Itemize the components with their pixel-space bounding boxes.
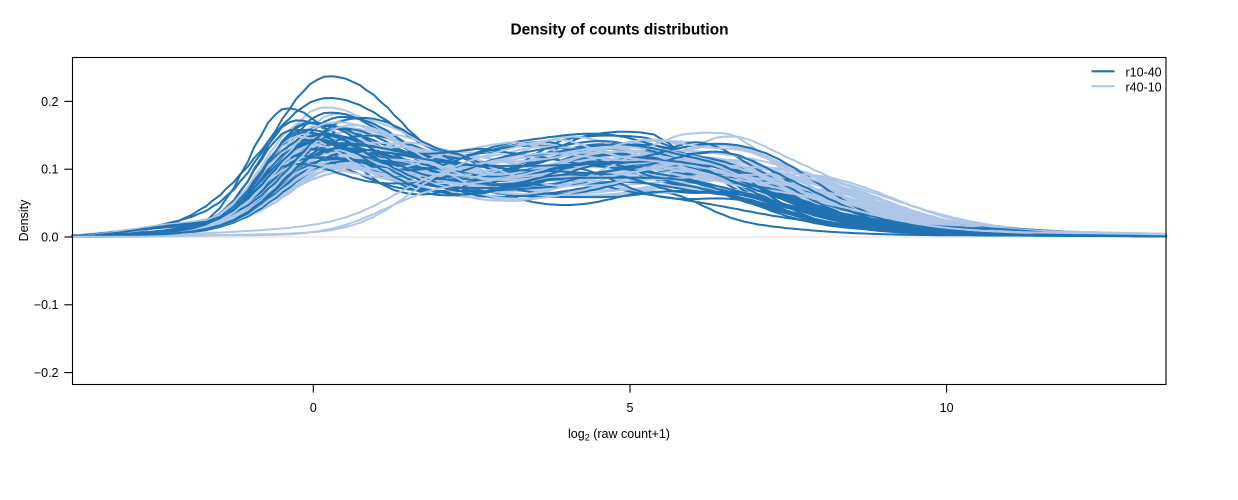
svg-text:0: 0 — [310, 401, 317, 415]
svg-text:−0.2: −0.2 — [34, 366, 59, 380]
svg-text:r40-10: r40-10 — [1126, 80, 1162, 94]
svg-text:0.2: 0.2 — [41, 95, 58, 109]
svg-text:−0.1: −0.1 — [34, 298, 59, 312]
svg-text:Density: Density — [17, 199, 31, 241]
svg-text:0.1: 0.1 — [41, 163, 58, 177]
svg-text:Density of counts distribution: Density of counts distribution — [510, 22, 728, 39]
svg-text:0.0: 0.0 — [41, 230, 58, 244]
svg-text:5: 5 — [627, 401, 634, 415]
svg-text:10: 10 — [940, 401, 954, 415]
svg-text:log2 (raw count+1): log2 (raw count+1) — [568, 427, 670, 443]
svg-text:r10-40: r10-40 — [1126, 66, 1162, 80]
